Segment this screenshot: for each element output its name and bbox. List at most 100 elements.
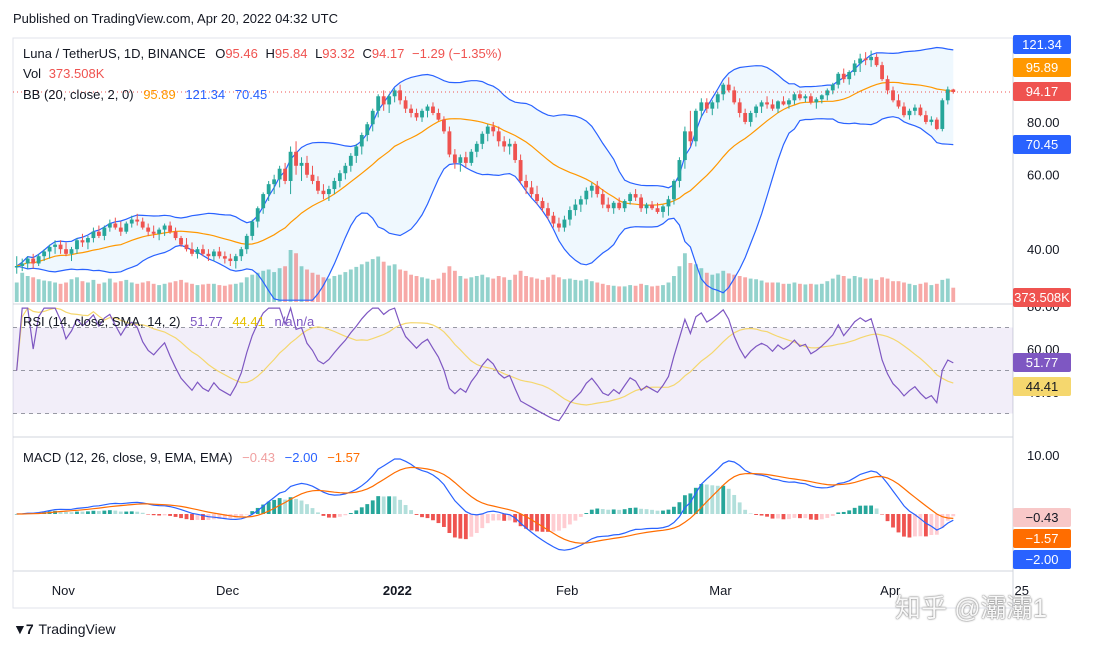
volume-legend[interactable]: Vol 373.508K bbox=[23, 66, 104, 81]
volume-bar bbox=[951, 287, 956, 302]
macd-histogram-bar bbox=[217, 514, 222, 519]
candle-body bbox=[321, 190, 326, 195]
candle-body bbox=[945, 89, 950, 101]
volume-bar bbox=[704, 272, 709, 302]
macd-histogram-bar bbox=[874, 508, 879, 514]
macd-histogram-bar bbox=[107, 510, 112, 514]
candle-body bbox=[907, 110, 912, 116]
candle-body bbox=[250, 221, 255, 236]
bb-legend[interactable]: BB (20, close, 2, 0) 95.89 121.34 70.45 bbox=[23, 87, 267, 102]
volume-bar bbox=[283, 266, 288, 302]
volume-bar bbox=[58, 283, 63, 302]
candle-body bbox=[447, 131, 452, 155]
volume-bar bbox=[409, 274, 413, 302]
volume-bar bbox=[436, 278, 441, 302]
candle-body bbox=[409, 108, 413, 113]
symbol-label[interactable]: Luna / TetherUS, 1D, BINANCE bbox=[23, 46, 206, 61]
candle-body bbox=[425, 106, 430, 111]
volume-bar bbox=[42, 280, 47, 302]
volume-bar bbox=[414, 276, 419, 302]
candle-body bbox=[233, 256, 238, 262]
macd-histogram-bar bbox=[305, 504, 309, 514]
candle-body bbox=[436, 112, 441, 120]
volume-bar bbox=[759, 280, 764, 302]
volume-bar bbox=[715, 273, 720, 302]
macd-histogram-bar bbox=[819, 514, 824, 520]
main-legend[interactable]: Luna / TetherUS, 1D, BINANCE O95.46 H95.… bbox=[23, 46, 502, 61]
candle-body bbox=[770, 104, 775, 109]
candle-body bbox=[135, 219, 140, 222]
candle-body bbox=[759, 102, 764, 107]
macd-histogram-bar bbox=[858, 505, 863, 514]
rsi-legend[interactable]: RSI (14, close, SMA, 14, 2) 51.77 44.41 … bbox=[23, 314, 314, 329]
time-axis-label: Nov bbox=[52, 583, 76, 598]
rsi-extra-values: n/a n/a bbox=[274, 314, 315, 329]
candle-body bbox=[266, 184, 271, 195]
macd-histogram-bar bbox=[770, 514, 775, 519]
candle-body bbox=[58, 244, 63, 250]
candle-body bbox=[934, 119, 939, 129]
macd-histogram-bar bbox=[474, 514, 479, 533]
macd-histogram-bar bbox=[294, 498, 298, 514]
volume-bar bbox=[650, 286, 654, 302]
candle-body bbox=[129, 219, 134, 224]
bb-fill-area bbox=[16, 47, 954, 301]
volume-bar bbox=[36, 279, 41, 302]
volume-bar bbox=[217, 285, 222, 302]
rsi-line bbox=[16, 306, 954, 422]
candle-body bbox=[606, 204, 611, 209]
candle-body bbox=[693, 110, 698, 142]
macd-histogram-bar bbox=[261, 504, 266, 514]
macd-histogram-bar bbox=[704, 484, 709, 514]
candle-body bbox=[578, 199, 583, 205]
volume-bar bbox=[376, 256, 381, 302]
macd-pane bbox=[14, 458, 956, 551]
candle-body bbox=[825, 90, 830, 96]
candle-body bbox=[540, 201, 545, 209]
volume-bar bbox=[255, 272, 260, 302]
candle-body bbox=[595, 185, 600, 195]
macd-histogram-bar bbox=[233, 514, 238, 518]
macd-histogram-bar bbox=[239, 514, 244, 517]
candle-body bbox=[600, 194, 605, 205]
candle-body bbox=[863, 58, 868, 61]
volume-bar bbox=[288, 250, 293, 302]
high-value: 95.84 bbox=[274, 46, 308, 61]
macd-histogram-bar bbox=[880, 514, 884, 515]
macd-histogram-bar bbox=[754, 514, 759, 515]
volume-bar bbox=[129, 282, 134, 302]
candle-body bbox=[80, 240, 85, 243]
volume-bar bbox=[852, 276, 857, 302]
macd-histogram-bar bbox=[628, 507, 633, 514]
macd-histogram-bar bbox=[836, 512, 841, 514]
volume-bar bbox=[277, 268, 282, 302]
candle-body bbox=[529, 187, 534, 195]
volume-bar bbox=[732, 274, 737, 302]
macd-histogram-bar bbox=[852, 507, 857, 514]
macd-histogram-bar bbox=[244, 514, 249, 515]
macd-histogram-bar bbox=[907, 514, 912, 538]
macd-legend[interactable]: MACD (12, 26, close, 9, EMA, EMA) −0.43 … bbox=[23, 450, 360, 465]
close-value: 94.17 bbox=[371, 46, 405, 61]
macd-histogram-bar bbox=[841, 511, 846, 514]
candle-body bbox=[710, 102, 715, 109]
volume-bar bbox=[584, 279, 589, 302]
candle-body bbox=[118, 227, 123, 232]
volume-bar bbox=[934, 283, 939, 302]
macd-histogram-bar bbox=[458, 514, 463, 539]
macd-hist-value: −0.43 bbox=[242, 450, 276, 465]
candle-body bbox=[929, 119, 934, 122]
macd-histogram-bar bbox=[496, 514, 501, 521]
tradingview-logo[interactable]: ▼7 TradingView bbox=[13, 621, 116, 637]
macd-histogram-bar bbox=[765, 514, 769, 517]
candle-body bbox=[326, 189, 331, 195]
macd-histogram-bar bbox=[595, 508, 600, 514]
candle-body bbox=[923, 115, 928, 122]
candle-body bbox=[836, 73, 841, 85]
volume-bar bbox=[529, 277, 534, 302]
macd-histogram-bar bbox=[348, 512, 353, 514]
macd-histogram-bar bbox=[847, 510, 852, 514]
time-axis-label: Apr bbox=[880, 583, 901, 598]
macd-histogram-bar bbox=[885, 514, 890, 522]
